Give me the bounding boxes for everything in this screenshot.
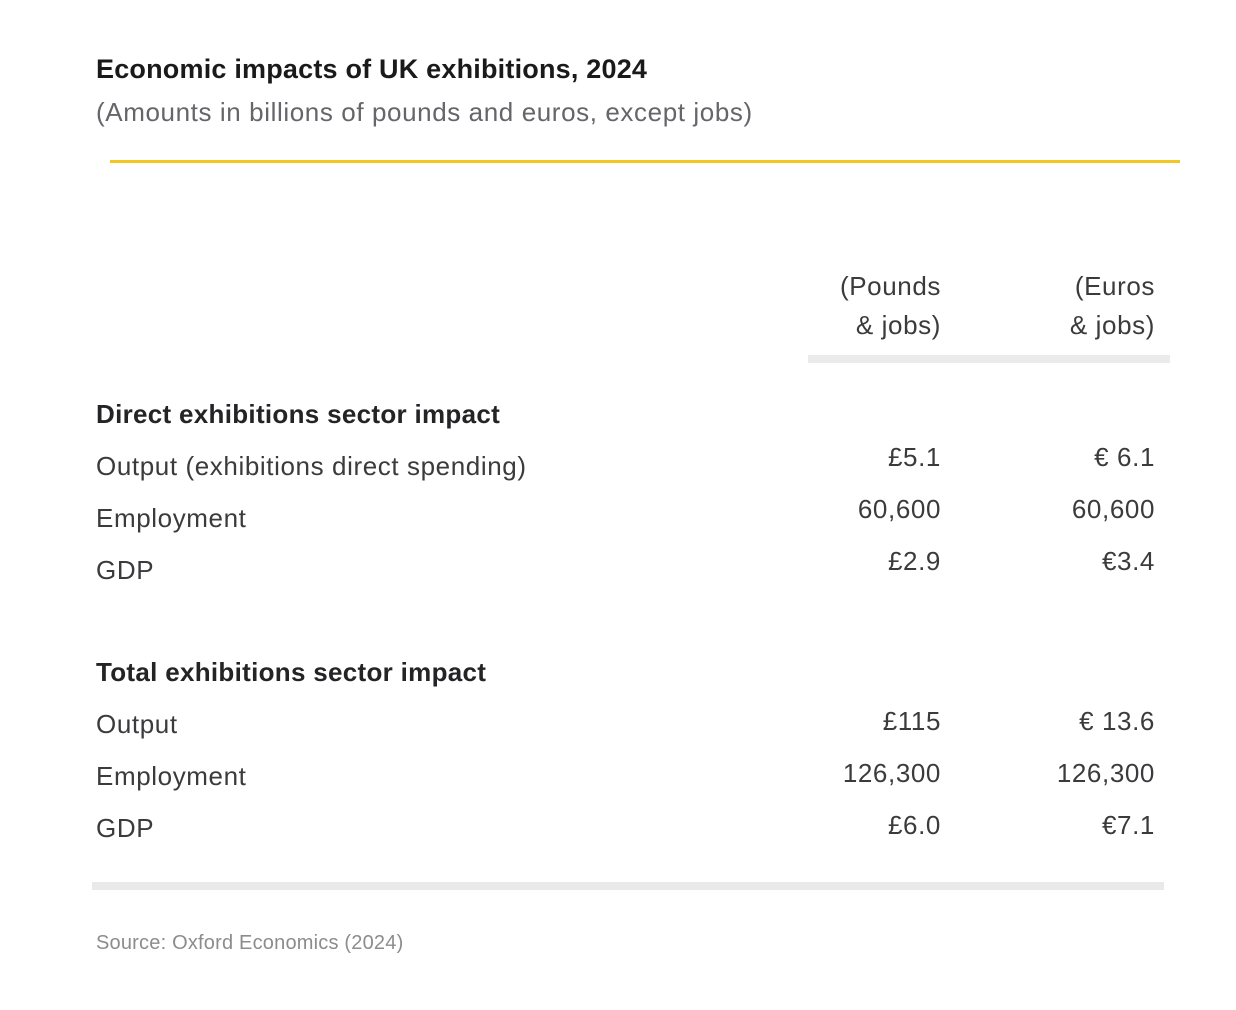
column-header-euros-line1: (Euros: [1074, 271, 1155, 301]
table-row: Output (exhibitions direct spending) £5.…: [96, 440, 1170, 492]
table-row: GDP £2.9 €3.4: [96, 544, 1170, 596]
bottom-divider: [92, 882, 1164, 890]
column-header-pounds-line2: & jobs): [855, 310, 941, 340]
section-header-row: Total exhibitions sector impact: [96, 646, 1170, 698]
data-table: (Pounds & jobs) (Euros & jobs) Direct ex…: [96, 267, 1170, 854]
table-row: GDP £6.0 €7.1: [96, 802, 1170, 854]
column-header-euros: (Euros & jobs): [955, 267, 1170, 345]
accent-divider: [110, 160, 1180, 163]
row-label: GDP: [96, 812, 155, 843]
euros-value: €7.1: [1101, 809, 1155, 840]
row-label: GDP: [96, 554, 155, 585]
section-total-impact: Total exhibitions sector impact Output £…: [96, 646, 1170, 854]
source-note: Source: Oxford Economics (2024): [96, 932, 404, 954]
pounds-value: £115: [882, 705, 941, 736]
section-header-row: Direct exhibitions sector impact: [96, 388, 1170, 440]
section-direct-impact: Direct exhibitions sector impact Output …: [96, 388, 1170, 596]
euros-value: 60,600: [1071, 493, 1155, 524]
column-header-euros-line2: & jobs): [1069, 310, 1155, 340]
pounds-value: £5.1: [887, 441, 941, 472]
euros-value: € 13.6: [1079, 705, 1155, 736]
section-header-label: Total exhibitions sector impact: [96, 656, 487, 687]
euros-value: € 6.1: [1094, 441, 1155, 472]
pounds-value: £2.9: [887, 545, 941, 576]
section-header-label: Direct exhibitions sector impact: [96, 398, 501, 429]
table-row: Employment 60,600 60,600: [96, 492, 1170, 544]
pounds-value: £6.0: [887, 809, 941, 840]
table-row: Employment 126,300 126,300: [96, 750, 1170, 802]
row-label: Output (exhibitions direct spending): [96, 450, 527, 481]
column-header-pounds: (Pounds & jobs): [808, 267, 955, 345]
row-label: Output: [96, 708, 178, 739]
euros-value: €3.4: [1101, 545, 1155, 576]
pounds-value: 126,300: [842, 757, 941, 788]
euros-value: 126,300: [1056, 757, 1155, 788]
pounds-value: 60,600: [857, 493, 941, 524]
table-header-row: (Pounds & jobs) (Euros & jobs): [96, 267, 1170, 345]
header-underline: [808, 355, 1170, 363]
page-subtitle: (Amounts in billions of pounds and euros…: [96, 97, 753, 127]
column-header-pounds-line1: (Pounds: [839, 271, 941, 301]
page-title: Economic impacts of UK exhibitions, 2024: [96, 54, 648, 84]
row-label: Employment: [96, 502, 247, 533]
table-row: Output £115 € 13.6: [96, 698, 1170, 750]
row-label: Employment: [96, 760, 247, 791]
